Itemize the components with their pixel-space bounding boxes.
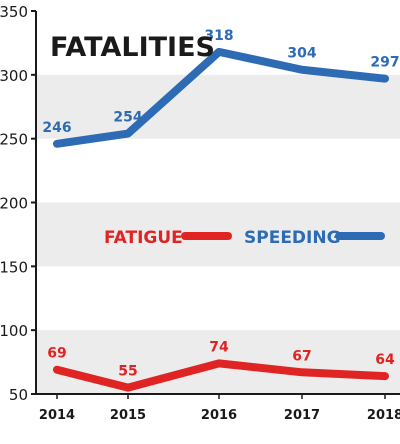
x-tick-label: 2018 (367, 408, 400, 423)
y-tick-label: 200 (0, 195, 28, 213)
y-tick-label: 300 (0, 67, 28, 85)
data-label-fatigue: 67 (292, 348, 311, 364)
y-tick-label: 100 (0, 322, 28, 340)
series-line-fatigue (53, 359, 389, 392)
legend-label-speeding: SPEEDING (244, 228, 341, 248)
data-label-fatigue: 64 (375, 352, 395, 368)
x-tick-label: 2015 (110, 408, 146, 423)
x-tick-label: 2017 (284, 408, 320, 423)
y-tick-label: 150 (0, 258, 28, 276)
y-tick-label: 350 (0, 3, 28, 21)
data-label-speeding: 297 (370, 55, 399, 71)
x-tick-label: 2014 (39, 408, 75, 423)
data-label-fatigue: 69 (47, 346, 66, 362)
y-tick-label: 250 (0, 131, 28, 149)
data-labels: 246 254 318 304 297 69 55 74 67 64 (42, 28, 399, 380)
data-label-speeding: 246 (42, 120, 71, 136)
data-label-speeding: 254 (113, 110, 142, 126)
x-tick-label: 2016 (201, 408, 237, 423)
series-lines (53, 47, 389, 392)
data-label-fatigue: 74 (209, 339, 229, 355)
series-line-speeding (53, 47, 389, 148)
grid-band (36, 74, 400, 139)
legend: FATIGUE SPEEDING (104, 228, 385, 248)
data-label-speeding: 318 (204, 28, 233, 44)
axes (31, 10, 400, 399)
y-tick-label: 50 (9, 386, 28, 404)
x-tick-labels: 2014 2015 2016 2017 2018 (39, 408, 400, 423)
chart-title: FATALITIES (50, 32, 215, 63)
y-tick-labels: 50 100 150 200 250 300 350 (0, 3, 28, 404)
data-label-fatigue: 55 (118, 364, 137, 380)
legend-label-fatigue: FATIGUE (104, 228, 183, 248)
data-label-speeding: 304 (287, 46, 316, 62)
